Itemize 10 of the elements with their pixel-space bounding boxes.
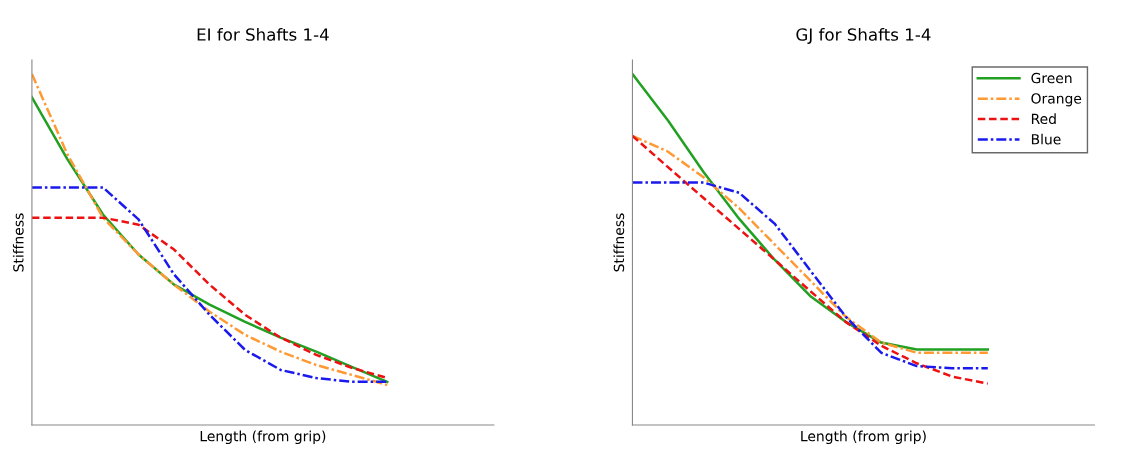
y-axis-title: Stiffness [613, 213, 625, 272]
chart-title: EI for Shafts 1-4 [197, 27, 329, 41]
y-axis-title: Stiffness [12, 213, 24, 272]
x-axis-title: Length (from grip) [200, 430, 326, 445]
legend-label: Green [1031, 72, 1072, 84]
legend-label: Orange [1031, 93, 1082, 107]
legend-label: Red [1031, 113, 1056, 125]
x-axis-title: Length (from grip) [801, 430, 926, 445]
chart-title: GJ for Shafts 1-4 [796, 27, 931, 44]
legend-label: Blue [1031, 133, 1061, 145]
